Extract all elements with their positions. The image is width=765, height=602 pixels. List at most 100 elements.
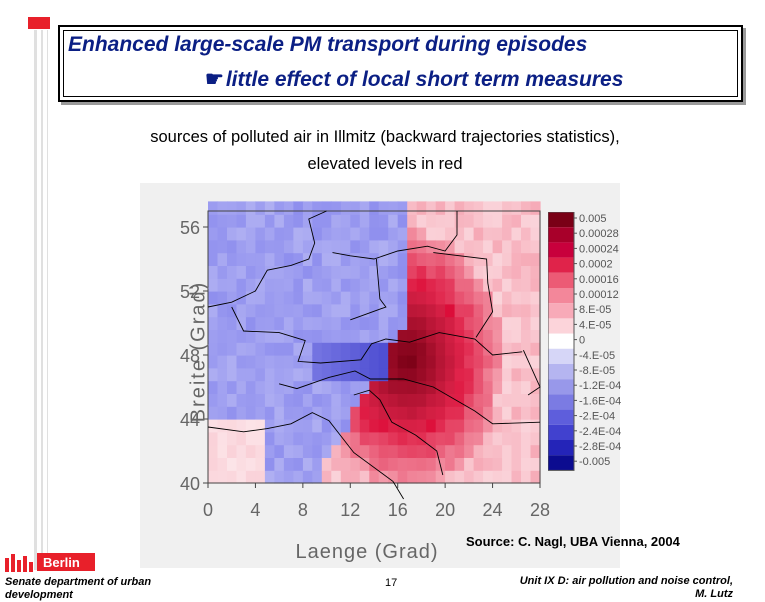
heatmap-cell [511, 329, 522, 343]
heatmap-cell [369, 342, 380, 356]
heatmap-cell [321, 316, 332, 330]
heatmap-cell [378, 406, 389, 420]
heatmap-cell [255, 470, 266, 484]
heatmap-cell [264, 252, 275, 266]
heatmap-cell [274, 431, 285, 446]
heatmap-cell [283, 239, 294, 254]
heatmap-cell [369, 419, 380, 433]
heatmap-cell [388, 265, 399, 279]
heatmap-cell [521, 380, 532, 394]
heatmap-cell [255, 419, 266, 433]
heatmap-cell [397, 367, 408, 382]
heatmap-cell [483, 367, 494, 382]
heatmap-cell [274, 227, 285, 241]
heatmap-cell [331, 367, 342, 382]
heatmap-cell [388, 444, 399, 458]
heatmap-cell [321, 291, 332, 305]
subtitle-line1: sources of polluted air in Illmitz (back… [150, 128, 620, 146]
heatmap-cell [217, 316, 228, 330]
heatmap-cell [426, 393, 437, 407]
heatmap-cell [530, 393, 541, 407]
heatmap-cell [340, 227, 351, 241]
heatmap-cell [302, 431, 313, 446]
heatmap-cell [397, 406, 408, 420]
heatmap-cell [217, 291, 228, 305]
heatmap-cell [245, 265, 256, 279]
title-box: Enhanced large-scale PM transport during… [58, 25, 743, 102]
colorbar-label: 0.00024 [579, 243, 619, 255]
slide-title: Enhanced large-scale PM transport during… [68, 33, 588, 56]
heatmap-cell [245, 239, 256, 254]
heatmap-cell [264, 329, 275, 343]
heatmap-cell [264, 239, 275, 254]
heatmap-cell [530, 201, 541, 215]
page-number: 17 [385, 577, 398, 589]
map-frame [207, 210, 541, 484]
footer-unit-line2: M. Lutz [695, 588, 733, 600]
heatmap-cell [378, 380, 389, 394]
heatmap-cell [530, 355, 541, 369]
slide-title-line2: ☛little effect of local short term measu… [205, 67, 623, 92]
heatmap-cell [511, 316, 522, 330]
colorbar-label: -2.4E-04 [579, 426, 621, 438]
x-tick-label: 12 [340, 500, 360, 520]
heatmap-cell [350, 303, 361, 318]
heatmap-cell [245, 355, 256, 369]
heatmap-cell [274, 444, 285, 458]
heatmap-cell [416, 291, 427, 305]
heatmap-cell [302, 470, 313, 484]
heatmap-cell [245, 303, 256, 318]
heatmap-cell [521, 355, 532, 369]
heatmap-cell [397, 431, 408, 446]
red-accent-block [28, 17, 50, 29]
heatmap-cell [264, 214, 275, 228]
heatmap-cell [511, 291, 522, 305]
heatmap-cell [435, 201, 446, 215]
heatmap-cell [492, 444, 503, 458]
heatmap-cell [331, 265, 342, 279]
heatmap-cell [445, 316, 456, 330]
heatmap-cell [492, 303, 503, 318]
heatmap-cell [255, 252, 266, 266]
heatmap-cell [483, 239, 494, 254]
heatmap-cell [227, 380, 238, 394]
heatmap-cell [492, 355, 503, 369]
heatmap-cell [340, 265, 351, 279]
heatmap-cell [264, 457, 275, 471]
heatmap-cell [416, 406, 427, 420]
heatmap-cell [227, 265, 238, 279]
heatmap-cell [397, 252, 408, 266]
heatmap-cell [255, 329, 266, 343]
heatmap-cell [208, 329, 219, 343]
heatmap-cell [445, 355, 456, 369]
heatmap-cell [245, 393, 256, 407]
heatmap-cell [445, 239, 456, 254]
heatmap-cell [312, 355, 323, 369]
heatmap-cell [511, 470, 522, 484]
heatmap-cell [369, 431, 380, 446]
heatmap-cell [350, 457, 361, 471]
heatmap-cell [321, 470, 332, 484]
heatmap-cell [331, 329, 342, 343]
heatmap-cell [245, 470, 256, 484]
heatmap-cell [397, 419, 408, 433]
heatmap-cell [227, 227, 238, 241]
heatmap-cell [445, 457, 456, 471]
heatmap-cell [369, 457, 380, 471]
heatmap-cell [283, 214, 294, 228]
heatmap-cell [388, 303, 399, 318]
heatmap-cell [255, 291, 266, 305]
heatmap-cell [359, 355, 370, 369]
heatmap-cell [293, 303, 304, 318]
heatmap-cell [426, 380, 437, 394]
heatmap-cell [464, 431, 475, 446]
heatmap-cell [312, 457, 323, 471]
heatmap-cell [397, 303, 408, 318]
heatmap-cell [416, 239, 427, 254]
heatmap-cell [521, 444, 532, 458]
heatmap-cell [293, 367, 304, 382]
heatmap-cell [227, 252, 238, 266]
heatmap-cell [483, 316, 494, 330]
colorbar-swatch [548, 257, 574, 273]
heatmap-cell [236, 355, 247, 369]
